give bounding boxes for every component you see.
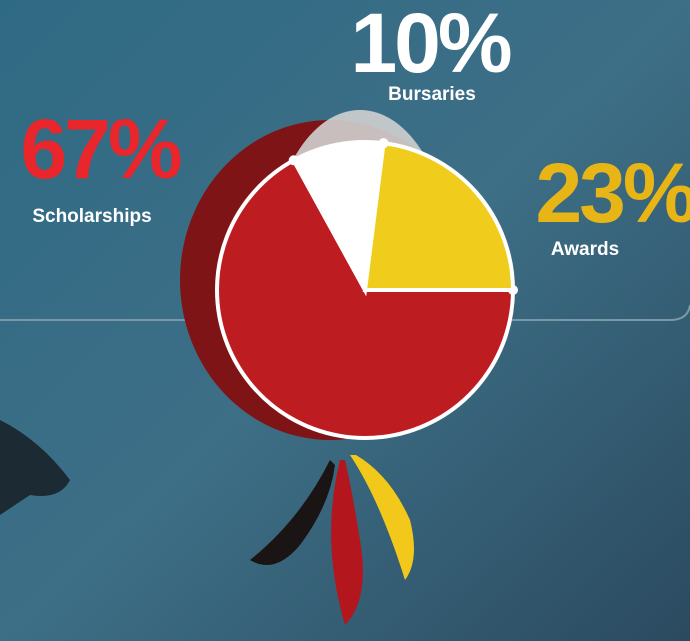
category-label: Scholarships [32, 206, 151, 227]
value-label: 10% [350, 0, 510, 90]
category-label: Awards [551, 239, 619, 260]
category-label: Bursaries [388, 84, 476, 105]
divider [0, 304, 690, 321]
labels: 67% Scholarships 10%Bursaries 23%Awards [20, 0, 690, 260]
value-label: 67% [20, 102, 180, 196]
slice-dot [288, 155, 299, 166]
pie-slice [215, 157, 516, 440]
feathers [250, 455, 414, 625]
value-label: 23% [535, 146, 690, 240]
silhouette [0, 420, 70, 515]
pie [215, 138, 518, 440]
slice-dot [378, 138, 389, 149]
pie-slice [362, 140, 516, 292]
